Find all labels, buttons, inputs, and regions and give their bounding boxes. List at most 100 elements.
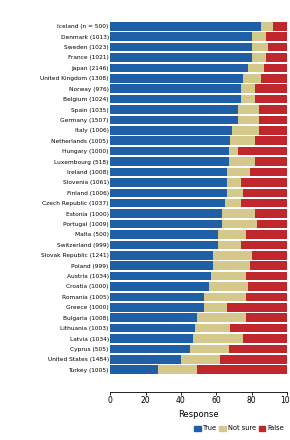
- Bar: [110, 220, 222, 228]
- Bar: [241, 199, 287, 208]
- Bar: [110, 251, 213, 260]
- Bar: [110, 313, 197, 322]
- Bar: [248, 64, 264, 72]
- Bar: [110, 355, 181, 363]
- Bar: [158, 366, 197, 374]
- Bar: [213, 261, 250, 270]
- Bar: [220, 355, 287, 363]
- Bar: [252, 53, 266, 62]
- Bar: [218, 241, 241, 249]
- Bar: [110, 53, 252, 62]
- Bar: [255, 209, 287, 218]
- Bar: [268, 43, 287, 51]
- Bar: [197, 313, 246, 322]
- Bar: [181, 355, 220, 363]
- Bar: [255, 95, 287, 103]
- Bar: [197, 366, 287, 374]
- Bar: [227, 303, 287, 312]
- Bar: [110, 178, 227, 187]
- Bar: [110, 126, 232, 135]
- Bar: [110, 33, 252, 41]
- X-axis label: Response: Response: [178, 411, 219, 419]
- Bar: [110, 43, 252, 51]
- Bar: [110, 188, 227, 197]
- Bar: [264, 64, 287, 72]
- Bar: [110, 293, 204, 301]
- Bar: [110, 241, 218, 249]
- Bar: [243, 74, 261, 83]
- Bar: [110, 261, 213, 270]
- Bar: [204, 303, 227, 312]
- Bar: [259, 105, 287, 114]
- Bar: [110, 199, 225, 208]
- Bar: [232, 126, 259, 135]
- Bar: [110, 147, 229, 155]
- Bar: [273, 22, 287, 30]
- Bar: [218, 230, 246, 238]
- Bar: [222, 209, 255, 218]
- Bar: [190, 345, 229, 353]
- Bar: [229, 345, 287, 353]
- Bar: [211, 272, 246, 280]
- Bar: [261, 74, 287, 83]
- Bar: [110, 64, 248, 72]
- Bar: [204, 293, 246, 301]
- Bar: [257, 220, 287, 228]
- Bar: [246, 313, 287, 322]
- Bar: [252, 43, 268, 51]
- Bar: [110, 158, 229, 166]
- Bar: [255, 136, 287, 145]
- Bar: [227, 178, 241, 187]
- Bar: [110, 116, 238, 124]
- Bar: [250, 168, 287, 176]
- Bar: [110, 84, 241, 93]
- Bar: [110, 324, 195, 332]
- Bar: [193, 334, 243, 343]
- Bar: [231, 136, 255, 145]
- Bar: [110, 209, 222, 218]
- Bar: [227, 188, 243, 197]
- Bar: [225, 199, 241, 208]
- Bar: [110, 95, 241, 103]
- Bar: [259, 126, 287, 135]
- Bar: [255, 84, 287, 93]
- Bar: [241, 241, 287, 249]
- Bar: [241, 84, 255, 93]
- Bar: [229, 158, 255, 166]
- Bar: [110, 136, 231, 145]
- Bar: [238, 116, 259, 124]
- Bar: [246, 272, 287, 280]
- Bar: [110, 345, 190, 353]
- Bar: [252, 33, 266, 41]
- Bar: [243, 334, 287, 343]
- Bar: [246, 230, 287, 238]
- Bar: [241, 95, 255, 103]
- Bar: [110, 272, 211, 280]
- Bar: [266, 33, 287, 41]
- Bar: [110, 168, 227, 176]
- Bar: [241, 178, 287, 187]
- Bar: [110, 74, 243, 83]
- Bar: [195, 324, 231, 332]
- Bar: [246, 293, 287, 301]
- Bar: [209, 282, 248, 291]
- Bar: [110, 282, 209, 291]
- Bar: [110, 366, 158, 374]
- Bar: [250, 261, 287, 270]
- Bar: [248, 282, 287, 291]
- Bar: [110, 303, 204, 312]
- Legend: True, Not sure, False: True, Not sure, False: [193, 424, 286, 433]
- Bar: [110, 334, 193, 343]
- Bar: [261, 22, 273, 30]
- Bar: [229, 147, 238, 155]
- Bar: [110, 22, 261, 30]
- Bar: [266, 53, 287, 62]
- Bar: [110, 105, 238, 114]
- Bar: [243, 188, 287, 197]
- Bar: [231, 324, 287, 332]
- Bar: [238, 105, 259, 114]
- Bar: [238, 147, 287, 155]
- Bar: [213, 251, 252, 260]
- Bar: [227, 168, 250, 176]
- Bar: [252, 251, 287, 260]
